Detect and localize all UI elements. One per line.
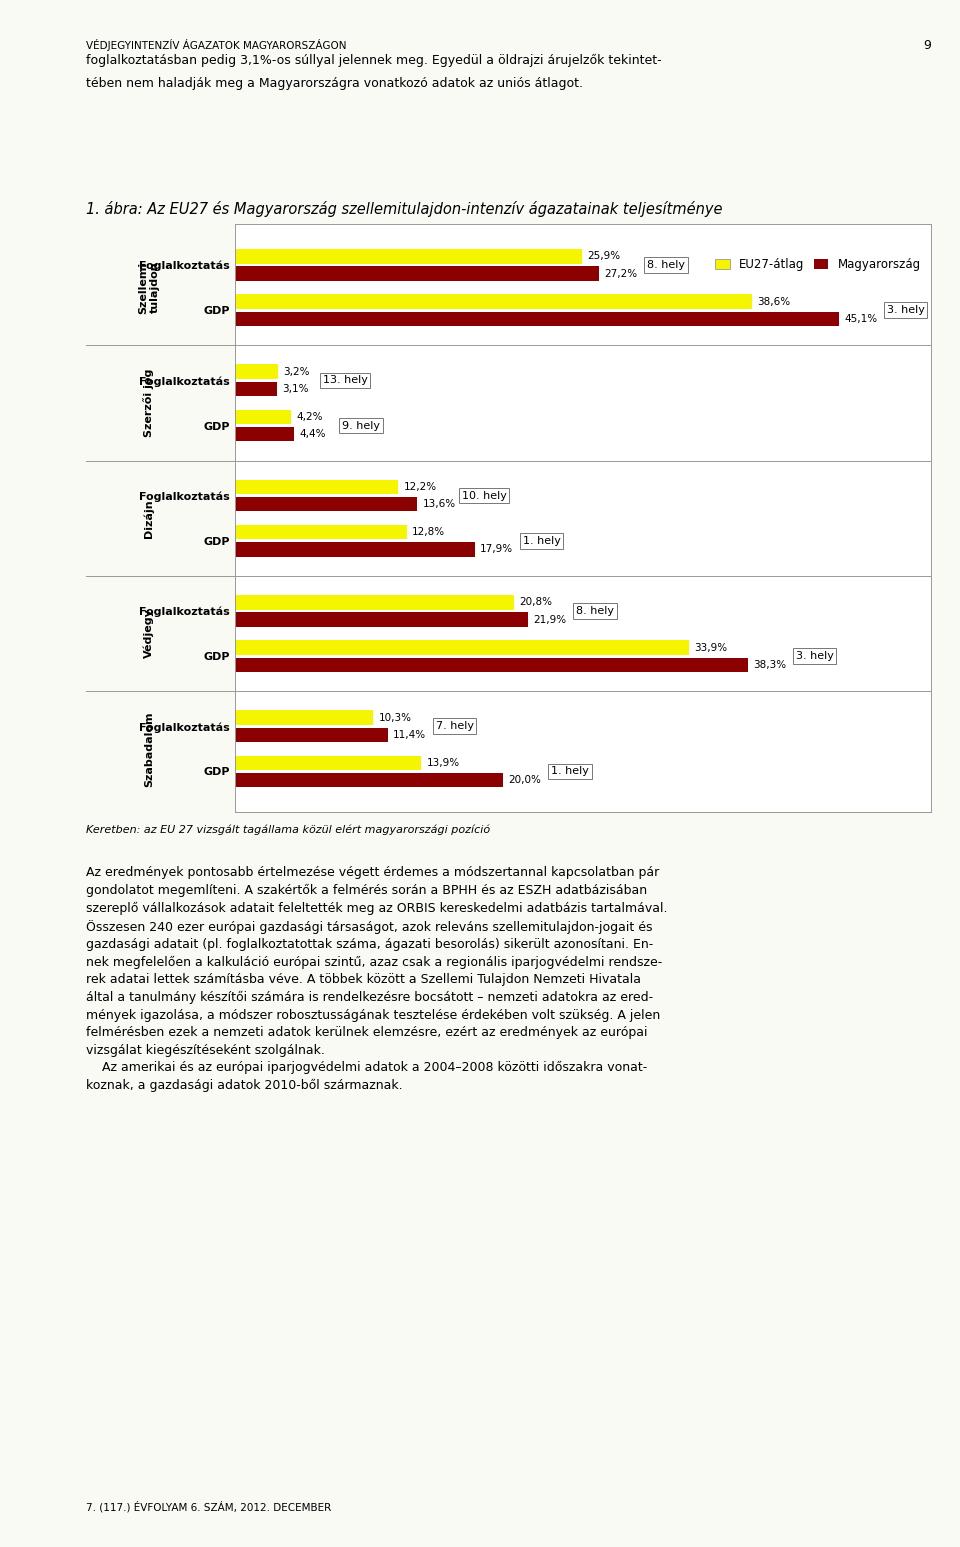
Text: foglalkoztatásban pedig 3,1%-os súllyal jelennek meg. Egyedül a öldrajzi árujelz: foglalkoztatásban pedig 3,1%-os súllyal … bbox=[86, 54, 662, 68]
Bar bbox=[235, 410, 292, 424]
Bar bbox=[235, 710, 373, 726]
Text: 13. hely: 13. hely bbox=[323, 376, 368, 385]
Bar bbox=[235, 755, 421, 770]
Text: 10. hely: 10. hely bbox=[462, 490, 507, 501]
Bar bbox=[235, 774, 503, 787]
Text: Védjegy: Védjegy bbox=[144, 608, 155, 659]
Bar bbox=[235, 294, 752, 309]
Text: 9. hely: 9. hely bbox=[342, 421, 380, 430]
Text: Szabadalom: Szabadalom bbox=[144, 712, 154, 786]
Bar bbox=[235, 266, 599, 282]
Bar bbox=[235, 613, 528, 627]
Bar bbox=[235, 541, 475, 557]
Text: 13,9%: 13,9% bbox=[426, 758, 460, 767]
Text: 38,3%: 38,3% bbox=[754, 659, 786, 670]
Text: VÉDJEGYINTENZÍV ÁGAZATOK MAGYARORSZÁGON: VÉDJEGYINTENZÍV ÁGAZATOK MAGYARORSZÁGON bbox=[86, 39, 347, 51]
Text: Dizájn: Dizájn bbox=[144, 500, 155, 537]
Text: 12,2%: 12,2% bbox=[404, 483, 437, 492]
Text: 21,9%: 21,9% bbox=[534, 614, 566, 625]
Bar bbox=[235, 365, 278, 379]
Text: 13,6%: 13,6% bbox=[422, 500, 456, 509]
Text: 4,4%: 4,4% bbox=[300, 429, 326, 439]
Text: tében nem haladják meg a Magyarországra vonatkozó adatok az uniós átlagot.: tében nem haladják meg a Magyarországra … bbox=[86, 77, 584, 90]
Text: 8. hely: 8. hely bbox=[647, 260, 685, 271]
Text: 1. hely: 1. hely bbox=[551, 766, 588, 777]
Bar bbox=[235, 497, 418, 512]
Text: 3,2%: 3,2% bbox=[283, 367, 310, 377]
Text: 27,2%: 27,2% bbox=[605, 269, 637, 278]
Text: 8. hely: 8. hely bbox=[576, 606, 614, 616]
Text: 25,9%: 25,9% bbox=[588, 252, 620, 261]
Text: 3. hely: 3. hely bbox=[887, 305, 924, 316]
Bar bbox=[235, 640, 689, 654]
Text: 1. ábra: Az EU27 és Magyarország szellemitulajdon-intenzív ágazatainak teljesítm: 1. ábra: Az EU27 és Magyarország szellem… bbox=[86, 201, 723, 217]
Legend: EU27-átlag, Magyarország: EU27-átlag, Magyarország bbox=[710, 254, 925, 275]
Bar bbox=[235, 524, 406, 540]
Bar bbox=[235, 311, 839, 326]
Text: Keretben: az EU 27 vizsgált tagállama közül elért magyarországi pozíció: Keretben: az EU 27 vizsgált tagállama kö… bbox=[86, 825, 491, 835]
Text: 11,4%: 11,4% bbox=[394, 730, 426, 739]
Text: Szellemi
tulajdon: Szellemi tulajdon bbox=[138, 261, 159, 314]
Text: Szerzői jog: Szerzői jog bbox=[143, 368, 155, 438]
Bar bbox=[235, 657, 748, 671]
Bar bbox=[235, 596, 514, 610]
Text: 20,0%: 20,0% bbox=[508, 775, 541, 784]
Text: Az eredmények pontosabb értelmezése végett érdemes a módszertannal kapcsolatban : Az eredmények pontosabb értelmezése vége… bbox=[86, 866, 668, 1092]
Bar bbox=[235, 249, 582, 263]
Text: 7. (117.) ÉVFOLYAM 6. SZÁM, 2012. DECEMBER: 7. (117.) ÉVFOLYAM 6. SZÁM, 2012. DECEMB… bbox=[86, 1502, 331, 1513]
Text: 4,2%: 4,2% bbox=[297, 412, 324, 422]
Bar bbox=[235, 727, 388, 743]
Text: 1. hely: 1. hely bbox=[523, 535, 561, 546]
Text: 7. hely: 7. hely bbox=[436, 721, 473, 732]
Text: 3. hely: 3. hely bbox=[796, 651, 833, 661]
Text: 17,9%: 17,9% bbox=[480, 545, 514, 554]
Bar bbox=[235, 480, 398, 495]
Text: 20,8%: 20,8% bbox=[519, 597, 552, 608]
Text: 9: 9 bbox=[924, 39, 931, 51]
Text: 45,1%: 45,1% bbox=[844, 314, 877, 323]
Text: 10,3%: 10,3% bbox=[378, 713, 412, 722]
Text: 12,8%: 12,8% bbox=[412, 528, 445, 537]
Text: 33,9%: 33,9% bbox=[694, 642, 728, 653]
Text: 38,6%: 38,6% bbox=[757, 297, 790, 306]
Bar bbox=[235, 427, 294, 441]
Bar bbox=[235, 382, 276, 396]
Text: 3,1%: 3,1% bbox=[282, 384, 308, 394]
